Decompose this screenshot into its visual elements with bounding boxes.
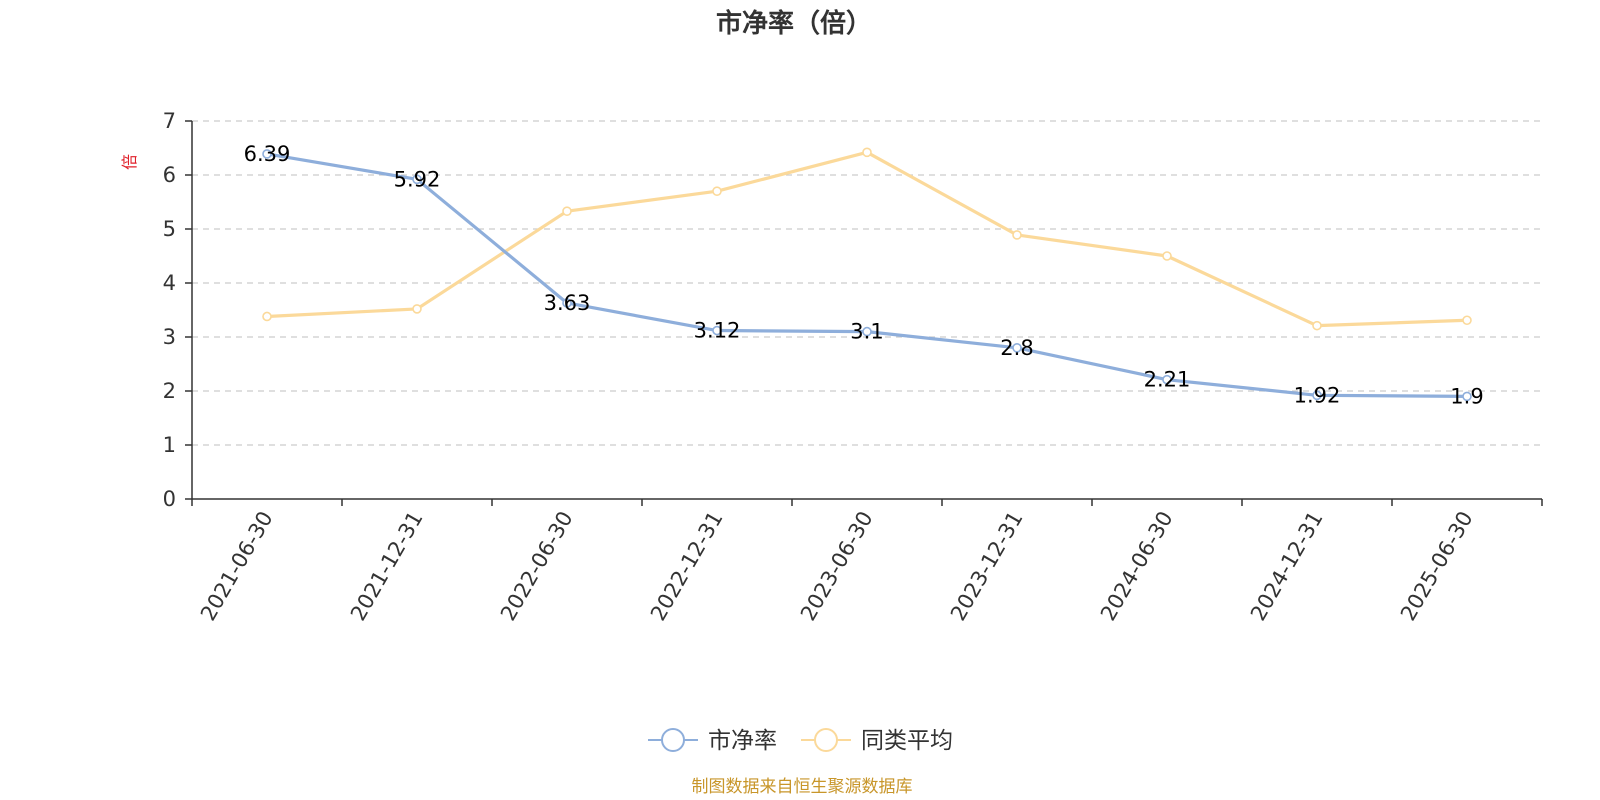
data-point-series-2-2022-06-30[interactable] xyxy=(562,206,572,216)
data-point-series-2-2024-06-30[interactable] xyxy=(1162,251,1172,261)
data-point-series-1-2022-06-30[interactable] xyxy=(562,298,572,308)
y-axis: 0 1 2 3 4 5 6 7 xyxy=(163,109,193,511)
y-tick-label-3: 3 xyxy=(163,325,176,349)
data-label-2024-06-30: 2.21 xyxy=(1144,368,1191,392)
legend-label-series-2: 同类平均 xyxy=(861,728,953,754)
series-line-2 xyxy=(266,150,1468,328)
x-tick-label-2023-12-31: 2023-12-31 xyxy=(946,507,1028,625)
y-axis-label: 倍 xyxy=(120,154,139,170)
legend-item-series-2[interactable]: 同类平均 xyxy=(801,728,953,754)
data-point-series-1-2023-12-31[interactable] xyxy=(1012,342,1022,353)
data-label-2021-12-31: 5.92 xyxy=(394,167,441,191)
y-tick-label-5: 5 xyxy=(163,217,176,241)
x-tick-label-2023-06-30: 2023-06-30 xyxy=(796,507,878,625)
data-point-series-2-2023-06-30[interactable] xyxy=(862,147,872,158)
data-label-2021-06-30: 6.39 xyxy=(244,142,291,166)
y-tick-label-0: 0 xyxy=(163,487,176,511)
x-tick-label-2025-06-30: 2025-06-30 xyxy=(1396,507,1478,625)
x-tick-label-2022-12-31: 2022-12-31 xyxy=(646,507,728,625)
data-label-2023-12-31: 2.8 xyxy=(1000,336,1033,360)
data-point-series-2-2021-06-30[interactable] xyxy=(262,311,272,322)
y-tick-label-2: 2 xyxy=(163,379,176,403)
series-line-1 xyxy=(266,152,1468,398)
chart-title: 市净率（倍） xyxy=(716,8,872,39)
data-label-2025-06-30: 1.9 xyxy=(1450,384,1483,408)
data-point-series-2-2021-12-31[interactable] xyxy=(412,304,422,314)
data-point-series-2-2022-12-31[interactable] xyxy=(712,186,722,196)
x-tick-label-2022-06-30: 2022-06-30 xyxy=(496,507,578,625)
data-point-series-1-2024-12-31[interactable] xyxy=(1312,390,1322,401)
data-point-series-1-2024-06-30[interactable] xyxy=(1162,374,1172,385)
data-point-series-1-2022-12-31[interactable] xyxy=(712,325,722,336)
data-label-2023-06-30: 3.1 xyxy=(850,320,883,344)
series-lines xyxy=(266,150,1468,398)
data-point-series-1-2025-06-30[interactable] xyxy=(1462,391,1472,402)
data-label-2024-12-31: 1.92 xyxy=(1294,383,1341,407)
source-note: 制图数据来自恒生聚源数据库 xyxy=(692,777,913,797)
x-axis: 2021-06-30 2021-12-31 2022-06-30 2022-12-31… xyxy=(191,498,1543,625)
x-tick-label-2021-06-30: 2021-06-30 xyxy=(196,507,278,625)
x-tick-label-2024-06-30: 2024-06-30 xyxy=(1096,507,1178,625)
x-tick-label-2024-12-31: 2024-12-31 xyxy=(1246,507,1328,625)
y-tick-label-7: 7 xyxy=(163,109,176,133)
data-point-series-2-2025-06-30[interactable] xyxy=(1462,315,1472,326)
data-label-2022-12-31: 3.12 xyxy=(694,319,741,343)
x-tick-label-2021-12-31: 2021-12-31 xyxy=(346,507,428,625)
y-tick-label-4: 4 xyxy=(163,271,176,295)
legend-label-series-1: 市净率 xyxy=(708,728,777,754)
legend-marker-series-1 xyxy=(661,728,685,752)
data-label-2022-06-30: 3.63 xyxy=(544,291,591,315)
legend-item-series-1[interactable]: 市净率 xyxy=(648,728,777,754)
legend-marker-series-2 xyxy=(814,728,838,752)
y-tick-label-6: 6 xyxy=(163,163,176,187)
data-labels: 6.39 5.92 3.63 3.12 3.1 2.8 2.21 1.92 1.9 xyxy=(244,142,1484,408)
series-points xyxy=(262,147,1472,402)
data-point-series-1-2021-12-31[interactable] xyxy=(412,174,422,185)
data-point-series-2-2023-12-31[interactable] xyxy=(1012,230,1022,240)
data-point-series-2-2024-12-31[interactable] xyxy=(1312,320,1322,331)
data-point-series-1-2021-06-30[interactable] xyxy=(262,149,272,159)
y-tick-label-1: 1 xyxy=(163,433,176,457)
data-point-series-1-2023-06-30[interactable] xyxy=(862,326,872,337)
legend[interactable]: 市净率 同类平均 xyxy=(648,728,953,754)
